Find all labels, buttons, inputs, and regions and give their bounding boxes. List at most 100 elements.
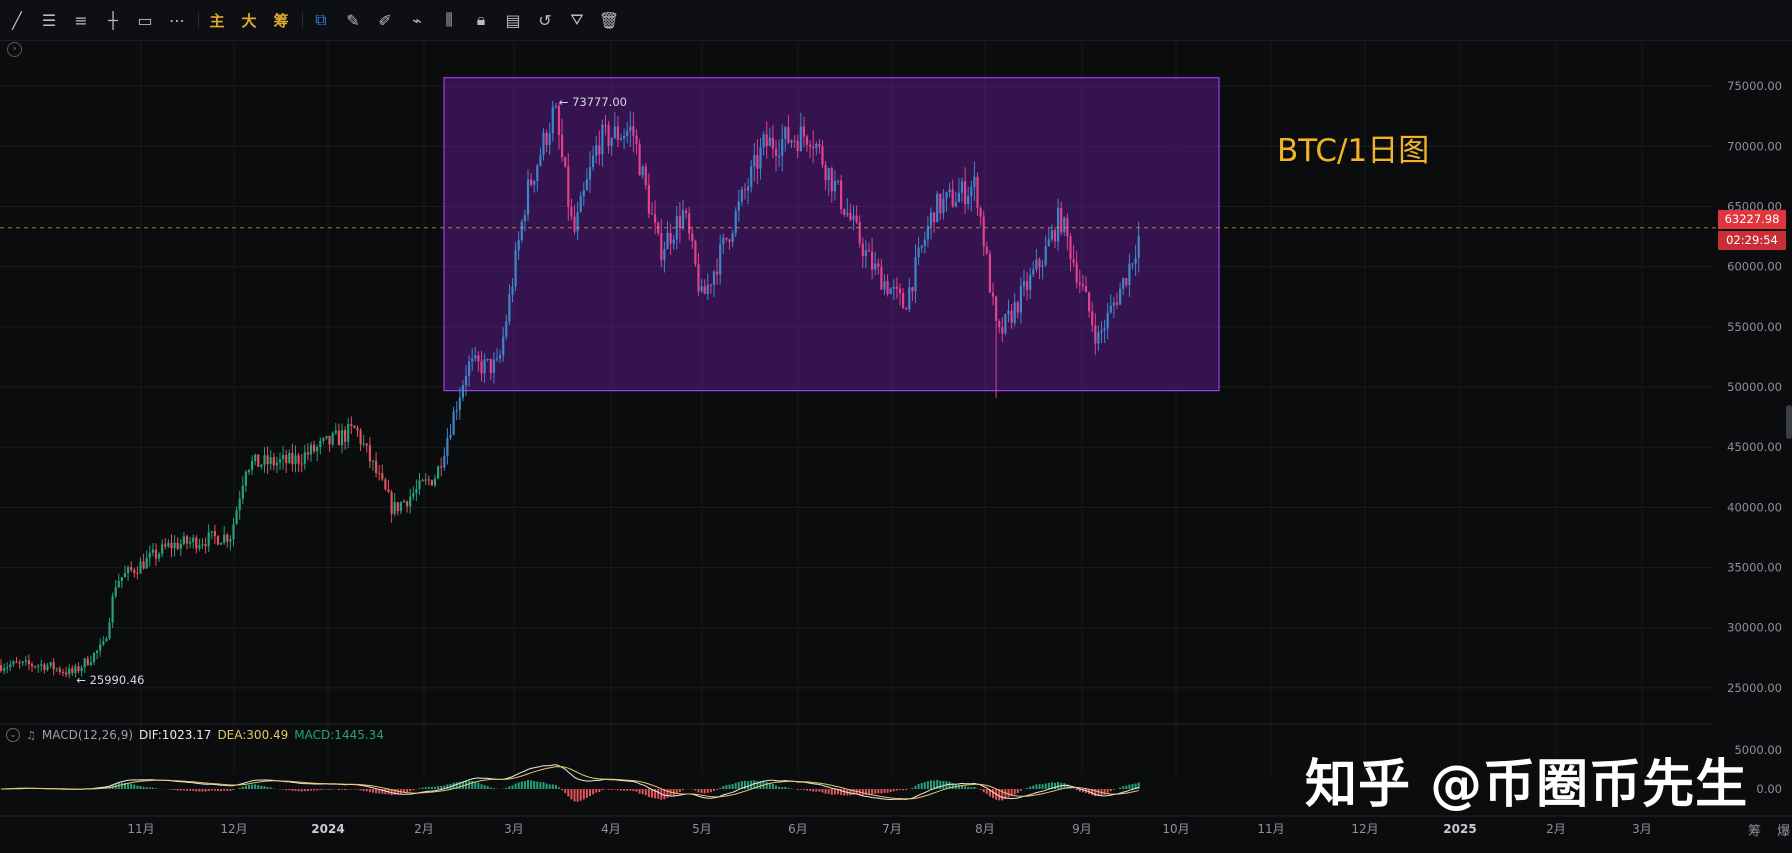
horizontal-ray-icon[interactable]: ┼ <box>108 10 118 30</box>
magnet-icon[interactable]: ↺ <box>538 10 552 30</box>
candle-body <box>251 461 254 470</box>
candle-body <box>561 134 564 158</box>
candle-body <box>799 126 802 152</box>
candle-body <box>232 524 235 540</box>
candle-body <box>567 166 570 207</box>
candle-body <box>254 454 257 462</box>
price-chart[interactable]: 75000.00 70000.00 65000.00 60000.00 55000.00… <box>0 40 1792 853</box>
candle-body <box>424 479 427 481</box>
range-box <box>443 77 1220 392</box>
candle-body <box>483 359 486 374</box>
candle-body <box>790 140 793 143</box>
candle-body <box>731 233 734 242</box>
candle-body <box>1094 325 1097 344</box>
candle-body <box>557 106 561 135</box>
y-tick-label: 50000.00 <box>1727 380 1782 394</box>
candle-body <box>957 192 960 203</box>
candle-body <box>960 181 964 193</box>
toolbar-text-button[interactable]: 主 <box>209 11 225 30</box>
replay-icon[interactable]: ⧉ <box>315 10 327 29</box>
candle-body <box>914 257 917 292</box>
candle-body <box>805 136 809 145</box>
scroll-handle[interactable] <box>1786 405 1792 439</box>
trend-line-icon[interactable]: ╱ <box>12 10 22 30</box>
filter-icon[interactable]: ⛛ <box>570 10 584 29</box>
x-tick-label: 3月 <box>1632 822 1652 836</box>
candle-body <box>917 247 920 258</box>
candle-body <box>545 132 548 145</box>
candle-body <box>1084 286 1088 293</box>
candle-body <box>967 196 970 205</box>
candle-body <box>269 457 272 465</box>
collapse-icon[interactable]: › <box>7 42 22 57</box>
candle-body <box>889 288 892 294</box>
trash-icon[interactable]: 🗑︎ <box>598 10 620 30</box>
candle-body <box>443 455 446 468</box>
candle-body <box>1041 265 1044 267</box>
candle-body <box>833 181 836 192</box>
toolbar-text-button[interactable]: 大 <box>241 11 257 30</box>
candle-body <box>520 221 523 240</box>
countdown-tag: 02:29:54 <box>1718 231 1786 250</box>
candle-body <box>576 212 579 232</box>
candle-body <box>920 245 923 248</box>
candle-body <box>154 549 158 559</box>
bottom-right-toggles[interactable]: 筹 爆 <box>1748 824 1792 839</box>
candle-body <box>127 567 130 573</box>
candle-body <box>973 176 976 188</box>
bell-icon[interactable]: ♫ <box>26 728 36 742</box>
candle-body <box>1029 274 1032 290</box>
candle-body <box>68 668 71 675</box>
candle-body <box>886 281 889 294</box>
candle-body <box>247 469 251 473</box>
candle-body <box>855 215 858 222</box>
candle-body <box>1075 262 1078 283</box>
more-icon[interactable]: ⋯ <box>169 10 185 30</box>
rectangle-icon[interactable]: ▭ <box>137 10 153 30</box>
candle-body <box>1007 310 1010 315</box>
parallel-channel-icon[interactable]: ≡ <box>74 10 88 30</box>
candle-body <box>840 180 843 210</box>
candle-body <box>495 358 499 360</box>
candle-body <box>632 126 635 136</box>
candle-body <box>347 424 350 442</box>
candle-body <box>266 455 269 465</box>
candle-body <box>1060 207 1063 233</box>
candle-body <box>406 501 409 507</box>
candle-body <box>706 284 709 295</box>
candle-body <box>985 246 988 254</box>
chevron-down-icon[interactable]: ⌄ <box>6 728 20 742</box>
pattern-icon[interactable]: ⫼ <box>445 10 453 29</box>
macd-legend: ⌄ ♫ MACD(12,26,9) DIF:1023.17 DEA:300.49… <box>6 727 384 743</box>
candle-body <box>1050 230 1053 240</box>
macd-tick-label: 5000.00 <box>1734 743 1782 757</box>
candle-body <box>982 216 985 247</box>
candle-body <box>263 455 266 465</box>
macd-dea: DEA:300.49 <box>217 728 289 742</box>
candle-body <box>300 463 303 465</box>
candle-body <box>399 502 402 512</box>
candle-body <box>74 666 77 674</box>
horizontal-lines-icon[interactable]: ☰ <box>41 10 57 30</box>
candle-body <box>204 544 207 547</box>
note-icon[interactable]: ▤ <box>505 10 521 30</box>
candle-body <box>635 135 638 145</box>
pen-icon[interactable]: ⌁ <box>412 10 422 30</box>
candle-body <box>926 226 929 240</box>
candle-body <box>502 336 505 356</box>
lock-icon[interactable]: 🔒︎ <box>476 10 486 29</box>
candle-body <box>929 212 933 227</box>
toolbar-text-button[interactable]: 筹 <box>273 11 289 30</box>
x-tick-label: 5月 <box>692 822 712 836</box>
measure-icon[interactable]: ✐ <box>378 10 392 30</box>
candle-body <box>111 596 114 623</box>
candle-body <box>30 664 34 667</box>
candle-body <box>189 541 192 544</box>
brush-icon[interactable]: ✎ <box>346 10 360 30</box>
candle-body <box>675 216 678 240</box>
candle-body <box>278 459 282 463</box>
candle-body <box>511 286 514 295</box>
macd-dif: DIF:1023.17 <box>139 728 212 742</box>
candle-body <box>1004 314 1007 334</box>
candle-body <box>123 572 127 578</box>
